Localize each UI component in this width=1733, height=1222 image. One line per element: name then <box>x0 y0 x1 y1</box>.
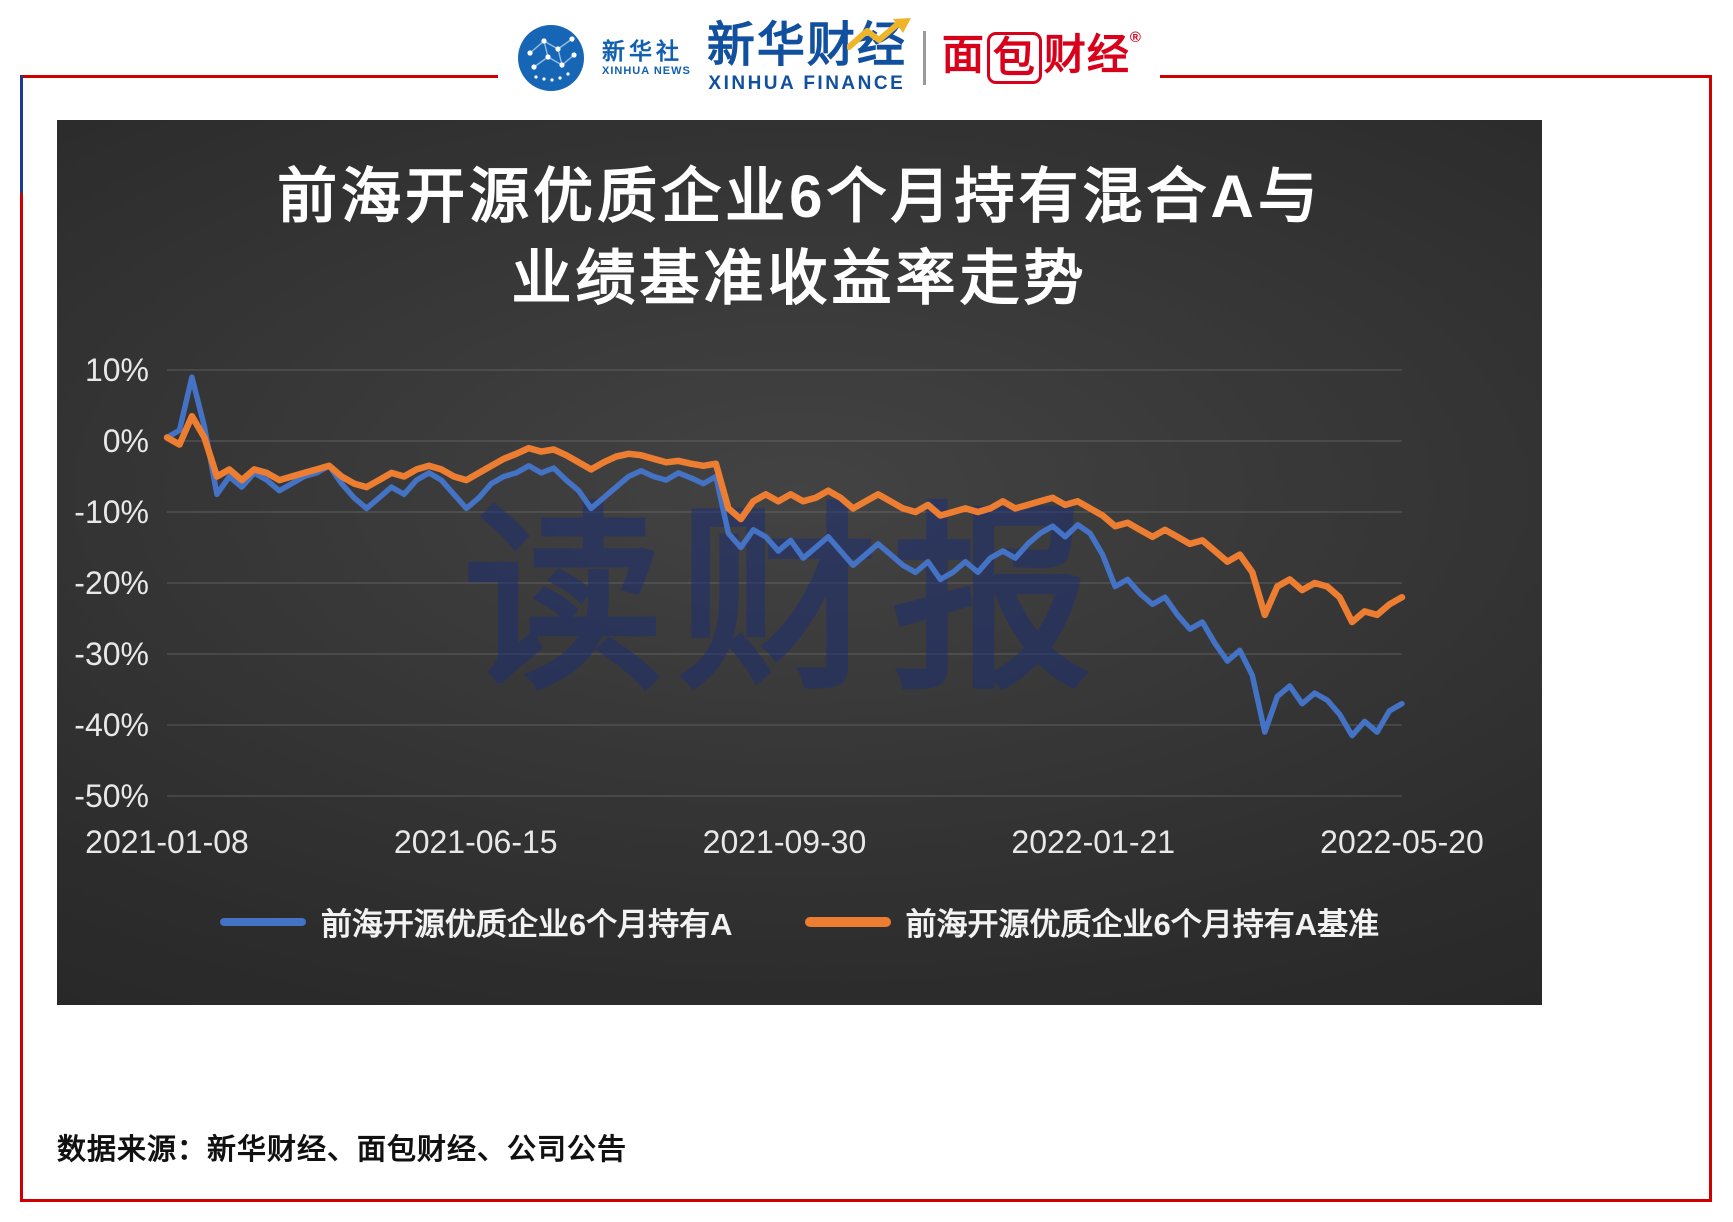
legend-swatch-fund <box>219 917 306 926</box>
mianbao-chars-right: 财经 <box>1043 30 1130 78</box>
x-tick-label: 2021-06-15 <box>394 824 558 860</box>
chart-title-line-1: 前海开源优质企业6个月持有混合A与 <box>277 163 1322 230</box>
xinhua-finance-cn: 新华财经 <box>706 18 907 72</box>
performance-line-chart: 10% 0% -10% -20% -30% -40% -50% 读财报 2021-01-08 20… <box>74 352 1484 860</box>
chart-panel: 前海开源优质企业6个月持有混合A与 业绩基准收益率走势 10% 0% -10% -20… <box>57 120 1542 1005</box>
legend-item-benchmark: 前海开源优质企业6个月持有A基准 <box>804 899 1380 944</box>
xinhua-news-wordmark: 新华社 XINHUA NEWS <box>602 38 691 77</box>
mianbao-finance-logo: 面 包 财经 ® <box>941 28 1142 85</box>
mianbao-char-boxed: 包 <box>986 31 1042 85</box>
y-tick-label: -30% <box>74 636 149 672</box>
series-line-0 <box>164 374 1405 739</box>
x-tick-label: 2021-01-08 <box>85 824 249 860</box>
legend-item-fund: 前海开源优质企业6个月持有A <box>219 899 733 944</box>
x-tick-label: 2022-05-20 <box>1320 824 1484 860</box>
xinhua-news-en: XINHUA NEWS <box>602 64 691 77</box>
xinhua-finance-en: XINHUA FINANCE <box>708 73 906 95</box>
chart-title: 前海开源优质企业6个月持有混合A与 业绩基准收益率走势 <box>57 156 1542 319</box>
y-tick-label: -40% <box>74 707 149 743</box>
x-tick-label: 2021-09-30 <box>703 824 867 860</box>
frame-blue-accent <box>20 75 23 193</box>
chart-legend: 前海开源优质企业6个月持有A 前海开源优质企业6个月持有A基准 <box>57 899 1542 944</box>
registered-mark: ® <box>1129 28 1142 46</box>
logo-divider <box>922 31 926 85</box>
watermark-text: 读财报 <box>463 490 1105 713</box>
y-tick-label: -20% <box>74 565 149 601</box>
legend-swatch-benchmark <box>804 916 891 927</box>
data-source-note: 数据来源：新华财经、面包财经、公司公告 <box>57 1134 628 1166</box>
header-logo-bar: 新华社 XINHUA NEWS 新华财经 XINHUA FINANCE 面 包 … <box>498 6 1160 110</box>
mianbao-char-left: 面 <box>941 30 985 78</box>
y-tick-label: 0% <box>103 423 149 459</box>
legend-label-benchmark: 前海开源优质企业6个月持有A基准 <box>905 907 1380 943</box>
series-line-1 <box>163 413 1406 626</box>
y-tick-label: -50% <box>74 778 149 814</box>
y-tick-label: -10% <box>74 494 149 530</box>
x-tick-label: 2022-01-21 <box>1011 824 1175 860</box>
y-tick-label: 10% <box>85 352 149 388</box>
gold-arrow-icon <box>846 17 911 50</box>
xinhua-news-cn: 新华社 <box>602 38 683 65</box>
xinhua-news-emblem-icon <box>518 25 584 91</box>
xinhua-finance-wordmark: 新华财经 XINHUA FINANCE <box>706 17 911 95</box>
legend-label-fund: 前海开源优质企业6个月持有A <box>320 907 733 943</box>
chart-title-line-2: 业绩基准收益率走势 <box>511 244 1088 312</box>
